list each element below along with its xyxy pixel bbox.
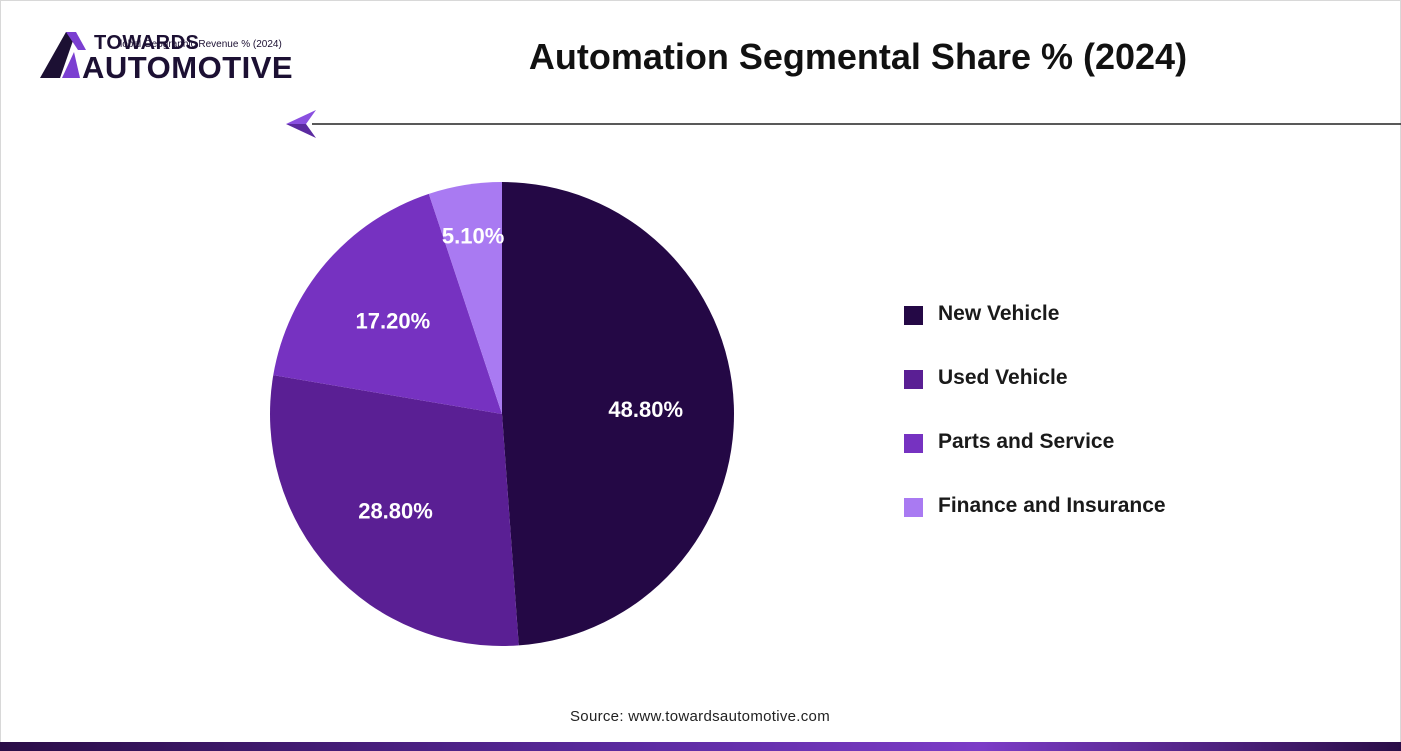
brand-line1: TOWARDS [94, 32, 200, 54]
header-divider [286, 110, 1401, 138]
legend-label: Used Vehicle [938, 366, 1068, 389]
pie-slice-1 [502, 182, 734, 646]
brand-line2: AUTOMOTIVE [82, 50, 294, 85]
legend-label: New Vehicle [938, 302, 1060, 325]
pie-slice-label-4: 5.10% [442, 223, 504, 248]
brand-logo: TOWARDS AUTOMOTIVE lobal Geographic Reve… [36, 30, 316, 85]
legend-label: Parts and Service [938, 430, 1115, 453]
legend-swatch [904, 370, 923, 389]
legend-swatch [904, 306, 923, 325]
pie-chart: 48.80% 28.80% 17.20% 5.10% [270, 182, 734, 646]
legend-swatch [904, 434, 923, 453]
pie-slice-label-2: 28.80% [358, 499, 433, 524]
pie-slice-label-1: 48.80% [608, 397, 683, 422]
chart-title: Automation Segmental Share % (2024) [528, 36, 1188, 77]
legend-swatch [904, 498, 923, 517]
pie-slice-label-3: 17.20% [356, 308, 431, 333]
bottom-accent-bar [0, 742, 1401, 751]
legend-label: Finance and Insurance [938, 494, 1166, 517]
pie-slice-2 [270, 375, 519, 646]
left-arrow-icon [286, 110, 316, 138]
pie-slice-3 [273, 193, 502, 414]
brand-overlay-text: lobal Geographic Revenue % (2024) [120, 39, 282, 50]
triangle-a-icon [40, 32, 86, 78]
source-note: Source: www.towardsautomotive.com [570, 708, 830, 725]
pie-slice-4 [428, 182, 502, 414]
